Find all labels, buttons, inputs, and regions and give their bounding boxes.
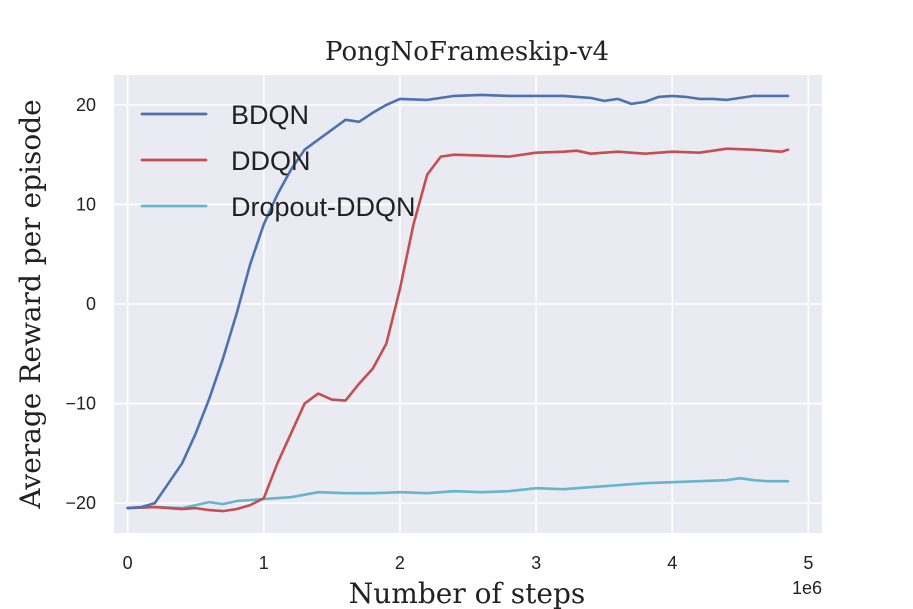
- y-tick-labels: −20 −10 0 10 20: [65, 95, 96, 513]
- x-axis-label: Number of steps: [349, 577, 585, 609]
- legend-item-ddqn: DDQN: [140, 146, 311, 176]
- legend: BDQN DDQN Dropout-DDQN: [140, 100, 416, 222]
- x-tick-label: 5: [803, 553, 813, 573]
- legend-label: Dropout-DDQN: [231, 192, 416, 222]
- series-layer: [126, 93, 790, 513]
- y-tick-label: 20: [76, 95, 96, 115]
- chart-title: PongNoFrameskip-v4: [325, 37, 609, 67]
- x-offset-label: 1e6: [792, 578, 822, 598]
- x-tick-label: 2: [395, 553, 405, 573]
- x-tick-label: 1: [259, 553, 269, 573]
- x-tick-label: 4: [667, 553, 677, 573]
- y-tick-label: −20: [65, 493, 96, 513]
- y-tick-label: −10: [65, 394, 96, 414]
- y-tick-label: 0: [86, 294, 96, 314]
- series-line-bdqn: [126, 93, 790, 510]
- x-tick-label: 3: [531, 553, 541, 573]
- x-tick-labels: 0 1 2 3 4 5: [123, 553, 814, 573]
- series-line-dropout-ddqn: [126, 476, 790, 510]
- y-grid: [114, 104, 822, 504]
- series-line-ddqn: [126, 147, 790, 513]
- y-tick-label: 10: [76, 194, 96, 214]
- legend-item-dropout-ddqn: Dropout-DDQN: [140, 192, 416, 222]
- legend-label: DDQN: [231, 146, 311, 176]
- x-tick-label: 0: [123, 553, 133, 573]
- legend-item-bdqn: BDQN: [140, 100, 309, 130]
- y-axis-label: Average Reward per episode: [14, 99, 47, 509]
- legend-label: BDQN: [231, 100, 309, 130]
